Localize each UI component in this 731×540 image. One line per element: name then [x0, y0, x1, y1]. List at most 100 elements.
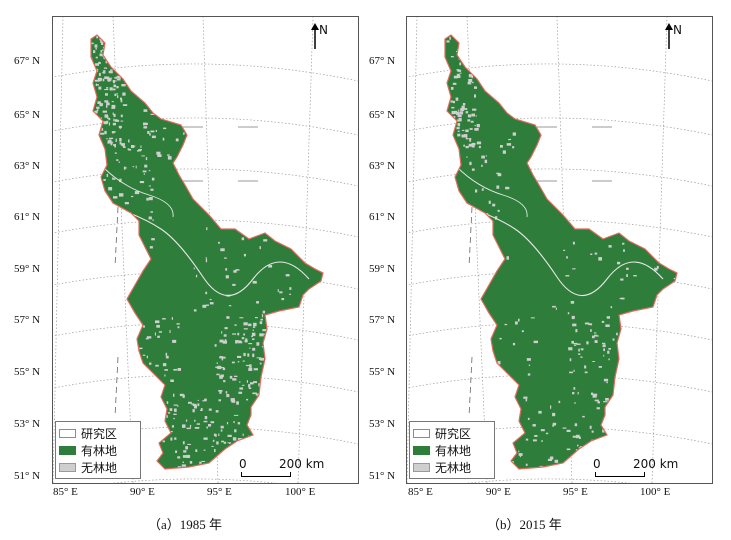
legend-label: 有林地 [81, 444, 118, 458]
non-forest-pixel [171, 425, 174, 428]
non-forest-pixel [248, 384, 251, 388]
non-forest-pixel [469, 161, 472, 166]
non-forest-pixel [100, 39, 102, 43]
non-forest-pixel [117, 76, 121, 79]
non-forest-pixel [111, 107, 116, 109]
legend: 研究区 有林地 无林地 [409, 421, 495, 479]
non-forest-pixel [123, 166, 126, 170]
non-forest-pixel [209, 298, 212, 301]
lat-label-51: 51° N [14, 470, 41, 482]
non-forest-pixel [151, 135, 156, 139]
non-forest-pixel [467, 114, 472, 118]
non-forest-pixel [241, 337, 245, 340]
non-forest-pixel [262, 329, 267, 332]
non-forest-pixel [606, 316, 610, 319]
non-forest-pixel [100, 50, 103, 53]
scale-zero: 0 [239, 457, 247, 471]
non-forest-pixel [105, 93, 108, 96]
non-forest-pixel [119, 193, 124, 197]
non-forest-pixel [620, 297, 625, 300]
non-forest-pixel [566, 429, 571, 432]
non-forest-pixel [574, 423, 578, 427]
non-forest-pixel [93, 50, 96, 54]
non-forest-pixel [597, 401, 600, 404]
non-forest-pixel [253, 381, 257, 384]
non-forest-pixel [457, 114, 462, 118]
non-forest-pixel [185, 419, 188, 422]
non-forest-pixel [504, 323, 508, 326]
non-forest-pixel [607, 350, 610, 354]
non-forest-pixel [122, 104, 128, 106]
non-forest-pixel [232, 437, 237, 441]
lat-label-51: 51° N [369, 470, 396, 482]
non-forest-pixel [182, 394, 185, 398]
non-forest-pixel [572, 435, 577, 438]
non-forest-pixel [594, 334, 598, 337]
lat-label-53: 53° N [14, 418, 41, 430]
non-forest-pixel [512, 146, 515, 149]
non-forest-pixel [598, 257, 602, 261]
non-forest-pixel [227, 434, 232, 437]
non-forest-pixel [116, 75, 121, 78]
non-forest-pixel [112, 177, 114, 180]
non-forest-pixel [106, 102, 110, 106]
non-forest-pixel [554, 459, 559, 463]
non-forest-pixel [450, 56, 454, 58]
non-forest-pixel [218, 399, 221, 402]
non-forest-pixel [237, 332, 240, 336]
non-forest-pixel [146, 197, 149, 201]
non-forest-pixel [104, 130, 107, 135]
non-forest-pixel [244, 339, 248, 343]
non-forest-pixel [167, 412, 171, 414]
non-forest-pixel [552, 305, 556, 308]
non-forest-pixel [474, 125, 476, 127]
non-forest-pixel [185, 446, 188, 450]
non-forest-pixel [237, 422, 241, 425]
non-forest-pixel [245, 338, 248, 341]
non-forest-pixel [209, 302, 214, 305]
non-forest-pixel [194, 427, 200, 429]
non-forest-pixel [259, 246, 261, 250]
non-forest-pixel [189, 424, 192, 428]
non-forest-pixel [590, 329, 592, 332]
lat-label-63: 63° N [14, 160, 41, 172]
non-forest-pixel [492, 203, 496, 207]
non-forest-pixel [566, 256, 568, 259]
non-forest-pixel [459, 62, 462, 66]
non-forest-pixel [241, 237, 245, 241]
non-forest-pixel [226, 394, 230, 398]
non-forest-pixel [460, 111, 464, 115]
non-forest-pixel [170, 431, 173, 433]
non-forest-pixel [252, 347, 256, 351]
lon-label-100: 100° E [640, 486, 671, 498]
non-forest-pixel [578, 353, 581, 355]
non-forest-pixel [572, 241, 575, 245]
lat-label-65: 65° N [14, 109, 41, 121]
non-forest-pixel [148, 170, 151, 172]
non-forest-pixel [228, 305, 232, 307]
non-forest-pixel [462, 103, 466, 106]
non-forest-pixel [468, 79, 473, 82]
non-forest-pixel [472, 81, 474, 84]
non-forest-pixel [104, 100, 109, 103]
non-forest-pixel [239, 317, 244, 319]
non-forest-pixel [573, 369, 575, 372]
non-forest-pixel [617, 261, 621, 265]
non-forest-pixel [469, 138, 472, 142]
non-forest-pixel [500, 145, 503, 148]
non-forest-pixel [623, 249, 625, 252]
non-forest-pixel [471, 168, 475, 171]
non-forest-pixel [165, 355, 169, 359]
non-forest-pixel [112, 178, 116, 180]
non-forest-pixel [217, 365, 222, 370]
non-forest-pixel [171, 317, 173, 320]
non-forest-pixel [96, 84, 99, 86]
non-forest-pixel [626, 267, 629, 270]
non-forest-pixel [109, 137, 114, 139]
non-forest-pixel [478, 145, 481, 149]
river-line [102, 166, 174, 218]
non-forest-pixel [167, 156, 172, 160]
non-forest-pixel [152, 219, 154, 221]
non-forest-pixel [580, 348, 584, 351]
lon-label-100: 100° E [285, 486, 316, 498]
